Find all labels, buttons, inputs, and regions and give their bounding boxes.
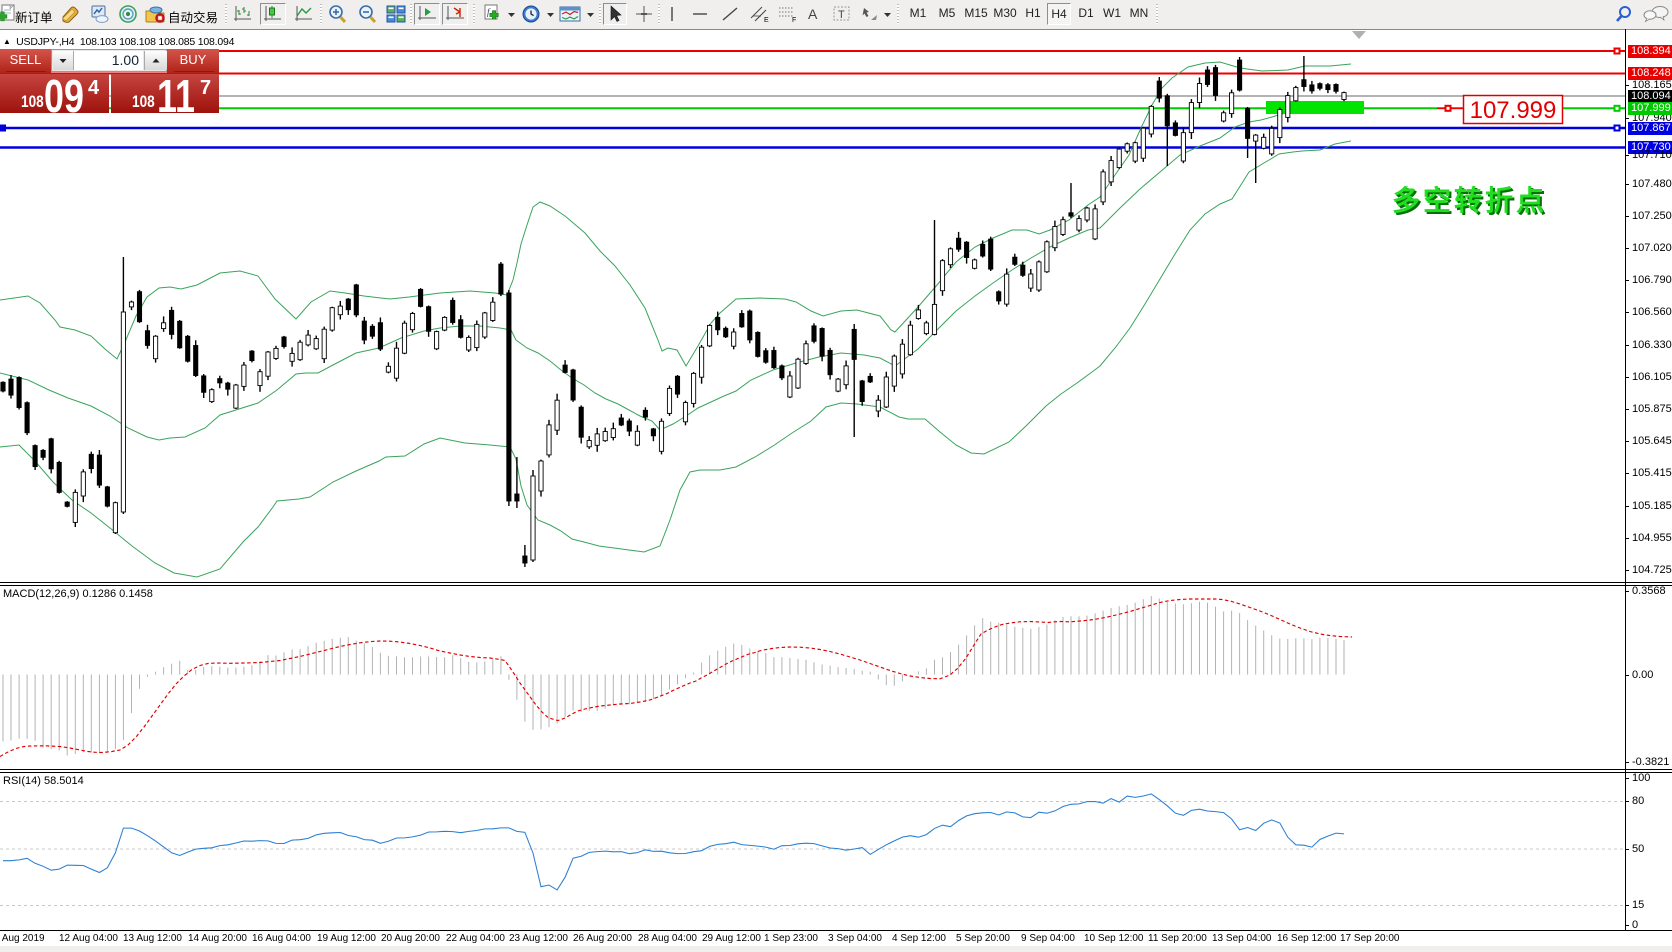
svg-text:F: F	[792, 17, 796, 24]
svg-text:多空转折点: 多空转折点	[1394, 186, 1549, 218]
svg-text:107.999: 107.999	[1470, 97, 1557, 124]
svg-text:多空转折点: 多空转折点	[1392, 184, 1547, 216]
svg-text:f: f	[487, 7, 491, 17]
svg-text:T: T	[838, 9, 845, 21]
svg-text:A: A	[808, 6, 818, 22]
svg-text:E: E	[764, 17, 769, 24]
